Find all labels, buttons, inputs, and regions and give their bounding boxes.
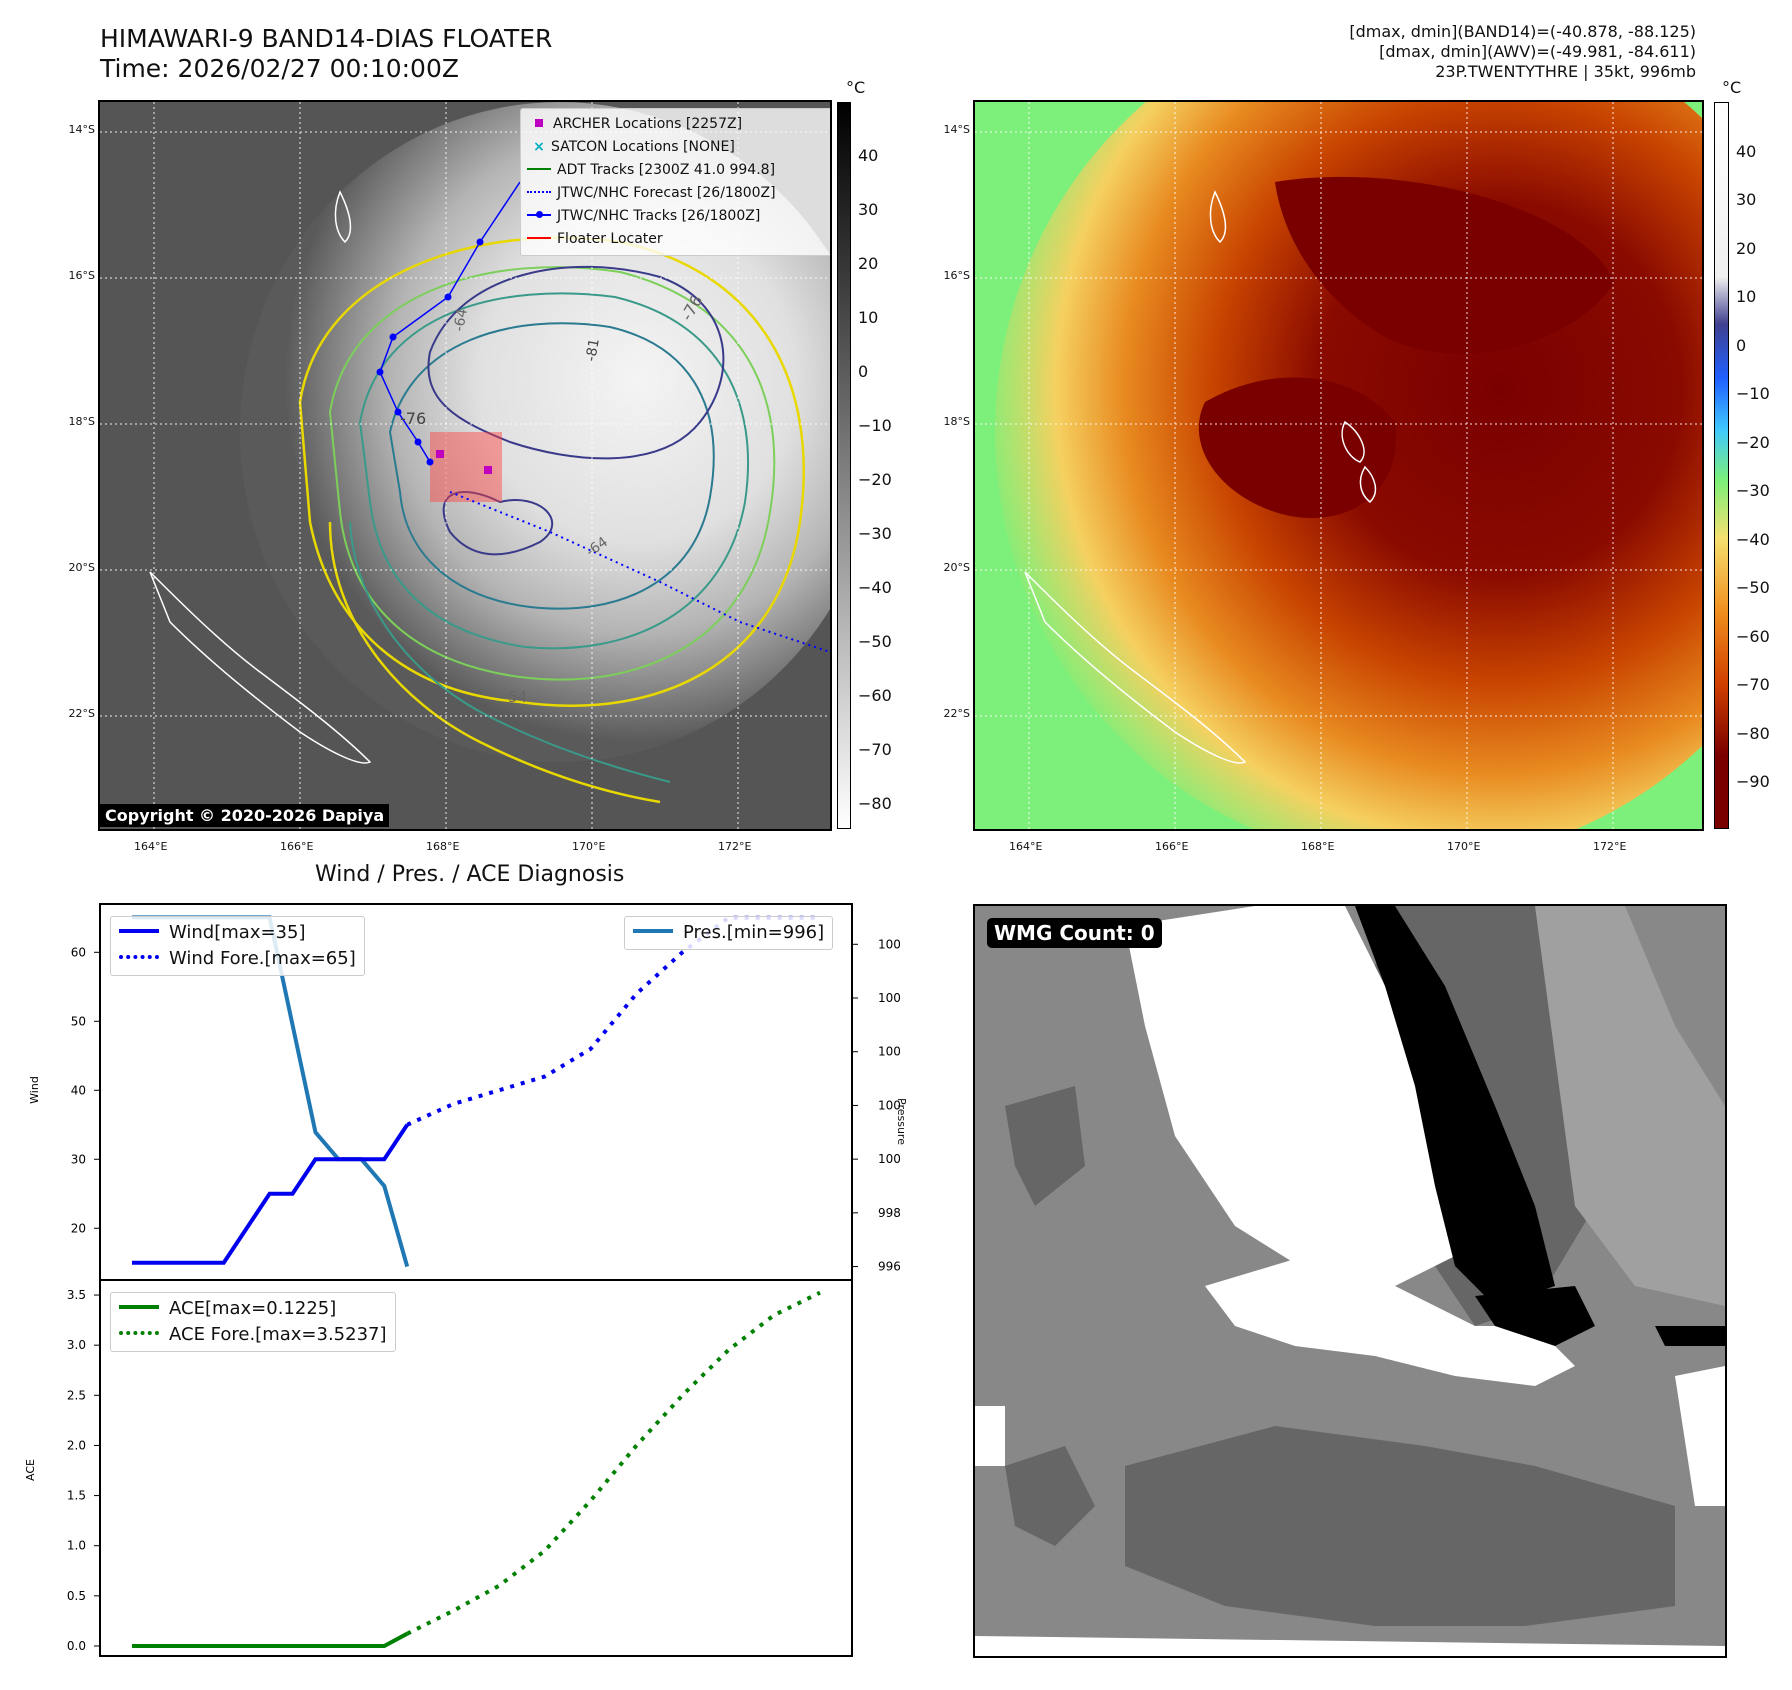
info-line2: [dmax, dmin](AWV)=(-49.981, -84.611) bbox=[1379, 42, 1696, 61]
svg-text:-64: -64 bbox=[451, 307, 471, 332]
tick-label: 60 bbox=[71, 945, 86, 959]
tick-label: 3.0 bbox=[67, 1338, 86, 1352]
band14-map: -76 -64 -81 -76 54 -64 ARCHER Locations … bbox=[98, 100, 832, 831]
tick-label: 50 bbox=[71, 1014, 86, 1028]
ace-legend: ACE[max=0.1225] ACE Fore.[max=3.5237] bbox=[110, 1292, 396, 1352]
pres-legend: Pres.[min=996] bbox=[624, 916, 834, 950]
dotted-line-icon bbox=[119, 1331, 159, 1335]
right-colorbar bbox=[1714, 102, 1729, 829]
legend-item-adt: ADT Tracks [2300Z 41.0 994.8] bbox=[527, 159, 827, 182]
legend-item-wind: Wind[max=35] bbox=[119, 920, 356, 946]
tick-label: 1000 bbox=[878, 1152, 900, 1166]
tick-label: 1006 bbox=[878, 991, 900, 1005]
x-marker-icon: × bbox=[533, 139, 545, 155]
right-lat-labels: 14°S 16°S 18°S 20°S 22°S bbox=[943, 123, 970, 720]
tick-label: 30 bbox=[71, 1152, 86, 1166]
tick-label: 3.5 bbox=[67, 1288, 86, 1302]
right-colorbar-unit: °C bbox=[1722, 78, 1742, 97]
legend-item-pres: Pres.[min=996] bbox=[633, 920, 824, 946]
ace-forecast-line bbox=[406, 1290, 821, 1636]
legend-item-forecast: JTWC/NHC Forecast [26/1800Z] bbox=[527, 182, 827, 205]
line-dot-icon bbox=[527, 211, 551, 218]
wmg-count-badge: WMG Count: 0 bbox=[987, 918, 1162, 948]
legend-item-floater: Floater Locater bbox=[527, 228, 827, 251]
legend-item-ace-fore: ACE Fore.[max=3.5237] bbox=[119, 1322, 387, 1348]
left-colorbar bbox=[837, 102, 851, 829]
right-lon-labels: 164°E 166°E 168°E 170°E 172°E bbox=[1009, 840, 1627, 853]
dotted-line-icon bbox=[119, 955, 159, 959]
legend-item-ace: ACE[max=0.1225] bbox=[119, 1296, 387, 1322]
tick-label: 0.0 bbox=[67, 1639, 86, 1653]
info-line1: [dmax, dmin](BAND14)=(-40.878, -88.125) bbox=[1349, 22, 1696, 41]
left-colorbar-unit: °C bbox=[846, 78, 866, 97]
diagnosis-chart: 60 50 40 30 20 1008 1006 1004 1002 1000 998 996 3.… bbox=[24, 903, 900, 1657]
wind-y-label: Wind bbox=[28, 1076, 41, 1104]
awv-map bbox=[973, 100, 1704, 831]
tick-label: 1.5 bbox=[67, 1489, 86, 1503]
tick-label: 998 bbox=[878, 1206, 900, 1220]
info-line3: 23P.TWENTYTHRE | 35kt, 996mb bbox=[1435, 62, 1696, 81]
diagnosis-title: Wind / Pres. / ACE Diagnosis bbox=[315, 862, 625, 887]
svg-text:54: 54 bbox=[508, 688, 527, 706]
left-colorbar-ticks: 40 30 20 10 0 −10 −20 −30 −40 −50 −60 −7… bbox=[858, 146, 892, 813]
wmg-imagery bbox=[975, 906, 1725, 1656]
legend-item-wind-fore: Wind Fore.[max=65] bbox=[119, 946, 356, 972]
legend-item-tracks: JTWC/NHC Tracks [26/1800Z] bbox=[527, 205, 827, 228]
tick-label: 40 bbox=[71, 1083, 86, 1097]
left-title-line2: Time: 2026/02/27 00:10:00Z bbox=[100, 54, 459, 83]
tick-label: 1.0 bbox=[67, 1539, 86, 1553]
left-title-line1: HIMAWARI-9 BAND14-DIAS FLOATER bbox=[100, 24, 553, 53]
wind-y-axis: 60 50 40 30 20 bbox=[71, 945, 100, 1235]
solid-line-icon bbox=[119, 1305, 159, 1309]
copyright-label: Copyright © 2020-2026 Dapiya bbox=[100, 804, 390, 827]
wind-line bbox=[132, 1123, 409, 1265]
legend-item-satcon: × SATCON Locations [NONE] bbox=[527, 136, 827, 159]
tick-label: 2.0 bbox=[67, 1438, 86, 1452]
track-legend: ARCHER Locations [2257Z] × SATCON Locatio… bbox=[520, 108, 830, 256]
left-lon-labels: 164°E 166°E 168°E 170°E 172°E bbox=[134, 840, 752, 853]
svg-text:-81: -81 bbox=[583, 337, 603, 362]
line-marker-icon bbox=[527, 168, 551, 170]
left-lat-labels: 14°S 16°S 18°S 20°S 22°S bbox=[68, 123, 95, 720]
tick-label: 20 bbox=[71, 1221, 86, 1235]
tick-label: 1002 bbox=[878, 1098, 900, 1112]
pressure-y-axis: 1008 1006 1004 1002 1000 998 996 bbox=[852, 937, 900, 1274]
legend-item-archer: ARCHER Locations [2257Z] bbox=[527, 113, 827, 136]
line-marker-icon bbox=[527, 237, 551, 239]
wind-legend: Wind[max=35] Wind Fore.[max=65] bbox=[110, 916, 365, 976]
ace-y-label: ACE bbox=[24, 1459, 37, 1481]
ace-y-axis: 3.5 3.0 2.5 2.0 1.5 1.0 0.5 0.0 bbox=[67, 1288, 100, 1653]
tick-label: 2.5 bbox=[67, 1388, 86, 1402]
tick-label: 0.5 bbox=[67, 1589, 86, 1603]
solid-line-icon bbox=[119, 929, 159, 933]
svg-text:-76: -76 bbox=[400, 409, 426, 428]
square-marker-icon bbox=[535, 119, 543, 127]
tick-label: 996 bbox=[878, 1260, 900, 1274]
right-colorbar-ticks: 40 30 20 10 0 −10 −20 −30 −40 −50 −60 −7… bbox=[1736, 142, 1770, 791]
solid-line-icon bbox=[633, 929, 673, 933]
wmg-panel: WMG Count: 0 bbox=[973, 904, 1727, 1658]
awv-imagery bbox=[975, 102, 1702, 829]
tick-label: 1004 bbox=[878, 1045, 900, 1059]
ace-line bbox=[132, 1631, 409, 1648]
tick-label: 1008 bbox=[878, 937, 900, 951]
pressure-y-label-visible: Pressure bbox=[895, 1098, 908, 1145]
dotted-line-icon bbox=[527, 191, 551, 193]
